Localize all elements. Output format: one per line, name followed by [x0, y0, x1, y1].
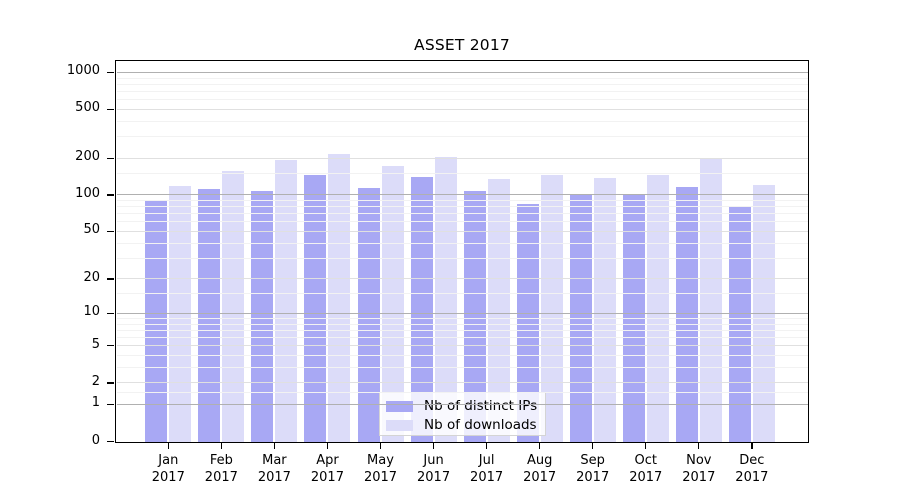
legend-swatch-downloads: [386, 419, 413, 431]
bar-nb-of-downloads-may-2017: [381, 166, 404, 443]
bar-nb-of-distinct-ips-oct-2017: [622, 194, 645, 443]
bar-nb-of-distinct-ips-jul-2017: [463, 190, 486, 443]
bar-nb-of-downloads-mar-2017: [275, 160, 298, 443]
bar-nb-of-downloads-oct-2017: [646, 175, 669, 443]
bar-nb-of-downloads-apr-2017: [328, 153, 351, 443]
bar-nb-of-downloads-sep-2017: [593, 177, 616, 443]
bar-nb-of-downloads-aug-2017: [540, 175, 563, 443]
legend: Nb of distinct IPs Nb of downloads: [379, 392, 546, 436]
bar-nb-of-downloads-feb-2017: [222, 171, 245, 443]
chart-title: ASSET 2017: [414, 36, 510, 54]
bar-nb-of-distinct-ips-nov-2017: [675, 186, 698, 443]
legend-swatch-distinct-ips: [386, 400, 413, 412]
bar-nb-of-downloads-dec-2017: [752, 185, 775, 443]
legend-label-distinct-ips: Nb of distinct IPs: [424, 398, 538, 414]
bar-nb-of-distinct-ips-may-2017: [357, 187, 380, 443]
bar-nb-of-distinct-ips-jan-2017: [145, 200, 168, 443]
bar-nb-of-downloads-jan-2017: [169, 186, 192, 443]
bar-nb-of-distinct-ips-dec-2017: [728, 207, 751, 443]
legend-item-downloads: Nb of downloads: [386, 416, 545, 434]
legend-item-distinct-ips: Nb of distinct IPs: [386, 397, 545, 415]
bar-nb-of-distinct-ips-feb-2017: [198, 188, 221, 443]
bar-nb-of-distinct-ips-mar-2017: [251, 191, 274, 443]
bar-nb-of-distinct-ips-apr-2017: [304, 175, 327, 443]
bar-nb-of-distinct-ips-sep-2017: [569, 194, 592, 443]
legend-label-downloads: Nb of downloads: [424, 417, 537, 433]
bar-nb-of-downloads-jun-2017: [434, 157, 457, 443]
bar-nb-of-downloads-nov-2017: [699, 158, 722, 443]
bar-nb-of-downloads-jul-2017: [487, 179, 510, 443]
